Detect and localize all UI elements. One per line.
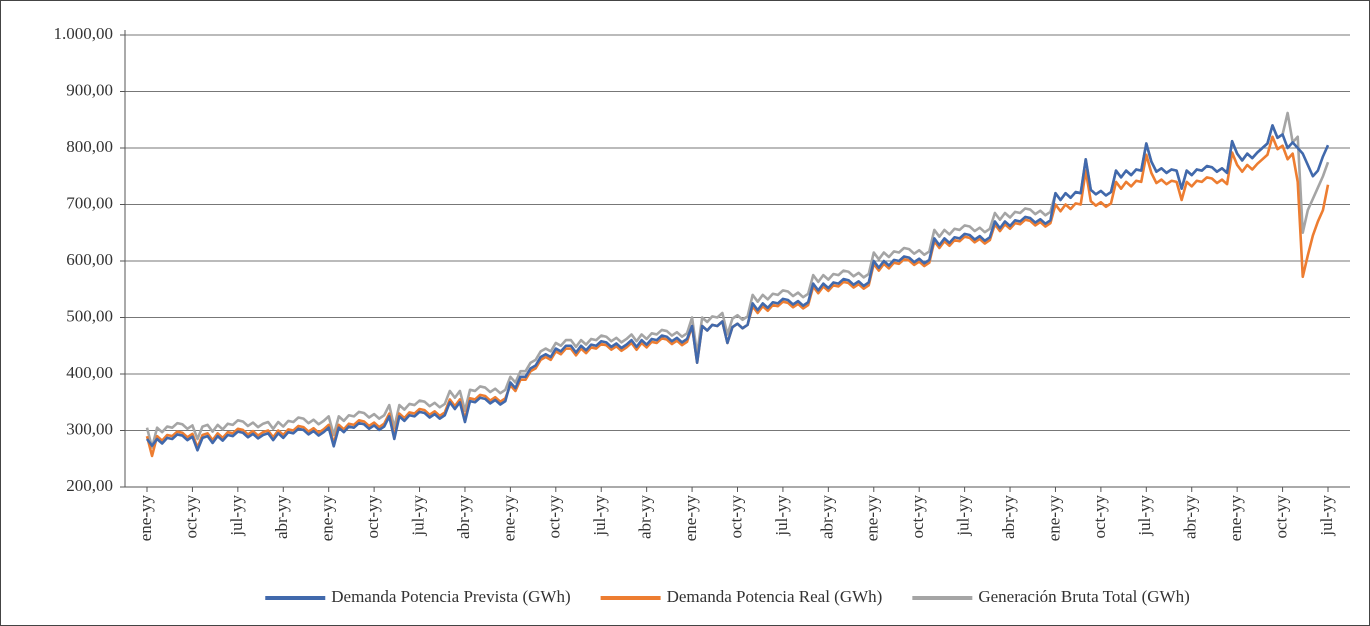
- y-tick-label: 200,00: [66, 476, 113, 495]
- x-tick-label: oct-yy: [908, 495, 927, 539]
- y-tick-label: 1.000,00: [54, 24, 114, 43]
- y-tick-label: 600,00: [66, 250, 113, 269]
- x-tick-label: ene-yy: [863, 495, 882, 542]
- y-tick-label: 400,00: [66, 363, 113, 382]
- legend: Demanda Potencia Prevista (GWh) Demanda P…: [265, 587, 1190, 606]
- x-tick-label: abr-yy: [454, 495, 473, 540]
- x-tick-label: abr-yy: [999, 495, 1018, 540]
- y-tick-label: 800,00: [66, 137, 113, 156]
- x-tick-label: jul-yy: [954, 495, 973, 537]
- x-tick-label: jul-yy: [772, 495, 791, 537]
- x-tick-label: jul-yy: [590, 495, 609, 537]
- series-line: [145, 124, 1330, 452]
- y-tick-label: 300,00: [66, 419, 113, 438]
- x-tick-label: jul-yy: [1135, 495, 1154, 537]
- x-tick-label: ene-yy: [681, 495, 700, 542]
- x-tick-label: oct-yy: [1271, 495, 1290, 539]
- x-tick-label: abr-yy: [1181, 495, 1200, 540]
- legend-label: Demanda Potencia Prevista (GWh): [331, 587, 570, 606]
- x-tick-label: ene-yy: [499, 495, 518, 542]
- x-tick-label: oct-yy: [181, 495, 200, 539]
- x-tick-label: oct-yy: [726, 495, 745, 539]
- y-tick-label: 900,00: [66, 80, 113, 99]
- x-tick-label: jul-yy: [408, 495, 427, 537]
- x-tick-label: oct-yy: [1090, 495, 1109, 539]
- x-tick-label: abr-yy: [817, 495, 836, 540]
- legend-label: Demanda Potencia Real (GWh): [667, 587, 883, 606]
- x-tick-label: jul-yy: [1317, 495, 1336, 537]
- legend-label: Generación Bruta Total (GWh): [978, 587, 1189, 606]
- x-tick-label: oct-yy: [363, 495, 382, 539]
- x-tick-label: ene-yy: [1044, 495, 1063, 542]
- y-tick-label: 500,00: [66, 306, 113, 325]
- x-tick-label: abr-yy: [636, 495, 655, 540]
- x-tick-label: oct-yy: [545, 495, 564, 539]
- x-tick-label: jul-yy: [227, 495, 246, 537]
- x-tick-label: ene-yy: [1226, 495, 1245, 542]
- x-tick-label: ene-yy: [136, 495, 155, 542]
- x-tick-label: ene-yy: [318, 495, 337, 542]
- y-tick-label: 700,00: [66, 193, 113, 212]
- x-tick-label: abr-yy: [272, 495, 291, 540]
